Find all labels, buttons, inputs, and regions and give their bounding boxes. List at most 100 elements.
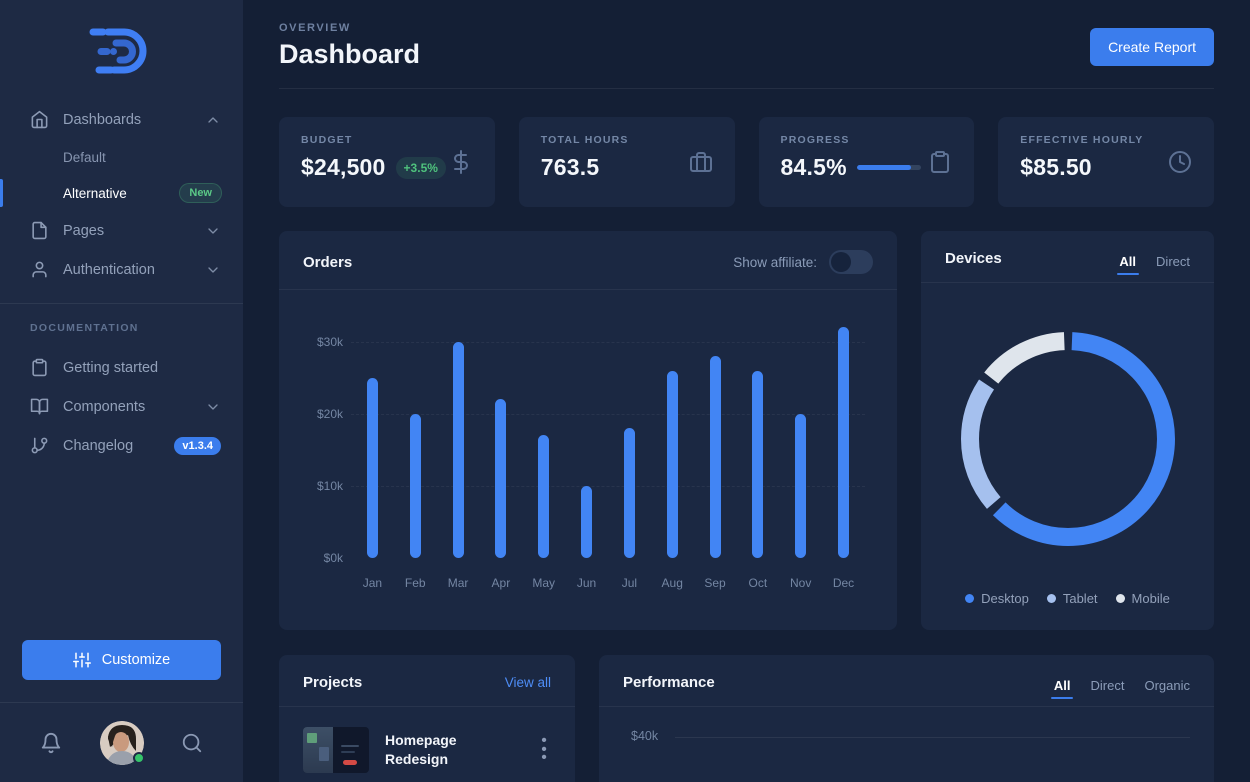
stat-value: 84.5%	[780, 154, 847, 180]
app-logo[interactable]	[0, 0, 243, 94]
bar[interactable]	[366, 377, 378, 558]
x-axis-tick: Mar	[447, 576, 469, 590]
bar[interactable]	[752, 370, 764, 558]
legend-dot	[1115, 594, 1125, 603]
performance-tab-organic[interactable]: Organic	[1144, 678, 1190, 693]
performance-gridline	[675, 737, 1190, 738]
performance-line	[1070, 757, 1190, 782]
x-axis-tick: Jan	[362, 576, 383, 590]
gridline	[351, 413, 865, 415]
main-content: OVERVIEW Dashboard Create Report BUDGET $…	[243, 0, 1250, 782]
bar[interactable]	[409, 413, 421, 558]
bar[interactable]	[538, 435, 550, 558]
kebab-menu-icon[interactable]: • • •	[541, 731, 547, 767]
project-name: Homepage Redesign	[385, 732, 457, 767]
x-axis-tick: Feb	[404, 576, 426, 590]
bar-column	[651, 370, 694, 558]
chevron-down-icon	[205, 223, 221, 239]
y-axis-tick: $30k	[316, 334, 343, 349]
bar-column	[822, 327, 865, 558]
orders-title: Orders	[303, 253, 353, 271]
orders-bar-chart: $0k $10k $20k $30k Jan Feb Mar Apr May Jun Jul Aug S…	[303, 320, 869, 596]
bar-column	[522, 435, 565, 558]
stat-label: BUDGET	[301, 134, 353, 146]
devices-tab-direct[interactable]: Direct	[1156, 254, 1190, 269]
search-icon[interactable]	[181, 732, 203, 754]
bar[interactable]	[795, 413, 807, 558]
sidebar-item-default[interactable]: Default	[0, 139, 243, 175]
donut-segment-desktop[interactable]	[960, 332, 1175, 546]
projects-card: Projects View all Homepage Redesign • • •	[279, 655, 575, 782]
view-all-link[interactable]: View all	[504, 675, 551, 690]
legend-item-desktop[interactable]: Desktop	[965, 591, 1029, 606]
stat-card-budget: BUDGET $24,500 +3.5%	[279, 117, 495, 207]
x-axis-tick: Jun	[576, 576, 597, 590]
bar-column	[351, 377, 394, 558]
x-axis-tick: Sep	[704, 576, 726, 590]
x-axis-labels: Jan Feb Mar Apr May Jun Jul Aug Sep Oct Nov Dec	[351, 576, 865, 590]
sidebar-item-authentication[interactable]: Authentication	[0, 250, 243, 289]
chevron-down-icon	[205, 399, 221, 415]
create-report-button[interactable]: Create Report	[1090, 28, 1214, 66]
sidebar-item-components[interactable]: Components	[0, 387, 243, 426]
legend-item-tablet[interactable]: Tablet	[1046, 591, 1098, 606]
stat-value: $85.50	[1020, 154, 1092, 180]
sidebar-item-label: Getting started	[63, 359, 159, 376]
customize-button[interactable]: Customize	[22, 640, 221, 680]
performance-tab-direct[interactable]: Direct	[1090, 678, 1125, 693]
avatar[interactable]	[99, 720, 145, 765]
bar[interactable]	[623, 428, 635, 558]
online-status-dot	[132, 751, 145, 764]
performance-title: Performance	[623, 674, 715, 691]
legend-dot	[965, 594, 975, 603]
y-axis-tick: $0k	[323, 551, 343, 565]
bar[interactable]	[666, 370, 678, 558]
stat-card-progress: PROGRESS 84.5%	[758, 117, 975, 207]
devices-title: Devices	[945, 250, 1002, 267]
gridline	[351, 485, 865, 487]
chevron-up-icon	[205, 112, 221, 128]
sidebar-item-changelog[interactable]: Changelog v1.3.4	[0, 426, 243, 465]
legend-label: Mobile	[1131, 591, 1170, 606]
sidebar-bottom-bar	[0, 702, 243, 782]
clipboard-icon	[30, 358, 49, 377]
sidebar-item-pages[interactable]: Pages	[0, 211, 243, 250]
stats-row: BUDGET $24,500 +3.5% TOTAL HOURS 763.5 PROGRE…	[279, 117, 1214, 207]
donut-svg	[960, 332, 1175, 546]
x-axis-tick: Jul	[621, 576, 638, 590]
sidebar-item-alternative[interactable]: Alternative New	[0, 175, 243, 211]
performance-ytick: $40k	[631, 729, 659, 743]
stat-label: PROGRESS	[780, 134, 850, 146]
sidebar-item-getting-started[interactable]: Getting started	[0, 348, 243, 387]
performance-card: Performance All Direct Organic $40k	[599, 655, 1214, 782]
bell-icon[interactable]	[40, 732, 62, 754]
performance-tab-all[interactable]: All	[1054, 678, 1071, 699]
sidebar-section-label: DOCUMENTATION	[30, 322, 139, 334]
legend-item-mobile[interactable]: Mobile	[1115, 591, 1170, 606]
bar-column	[608, 428, 651, 558]
devices-donut-chart	[921, 283, 1214, 591]
x-axis-tick: May	[532, 576, 556, 590]
stat-card-effective-hourly: EFFECTIVE HOURLY $85.50	[998, 117, 1214, 207]
projects-title: Projects	[303, 674, 363, 691]
stat-progress-bar	[856, 165, 921, 170]
x-axis-tick: Nov	[790, 576, 812, 590]
toggle-knob	[831, 252, 851, 272]
sidebar-item-label: Pages	[63, 222, 105, 239]
devices-tab-all[interactable]: All	[1119, 254, 1136, 275]
donut-segment-tablet[interactable]	[960, 332, 1175, 546]
home-icon	[30, 110, 49, 129]
chevron-down-icon	[205, 262, 221, 278]
bar[interactable]	[581, 485, 593, 558]
bar[interactable]	[709, 356, 721, 558]
bar-column	[736, 370, 779, 558]
x-axis-tick: Aug	[661, 576, 683, 590]
sidebar-item-dashboards[interactable]: Dashboards	[0, 100, 243, 139]
bar[interactable]	[838, 327, 850, 558]
bar[interactable]	[452, 341, 464, 558]
show-affiliate-toggle[interactable]	[829, 250, 873, 274]
bar[interactable]	[495, 399, 507, 558]
project-list-item[interactable]: Homepage Redesign • • •	[279, 707, 575, 782]
sidebar: Dashboards Default Alternative New Pages Auth…	[0, 0, 243, 782]
page-title: Dashboard	[279, 39, 421, 69]
